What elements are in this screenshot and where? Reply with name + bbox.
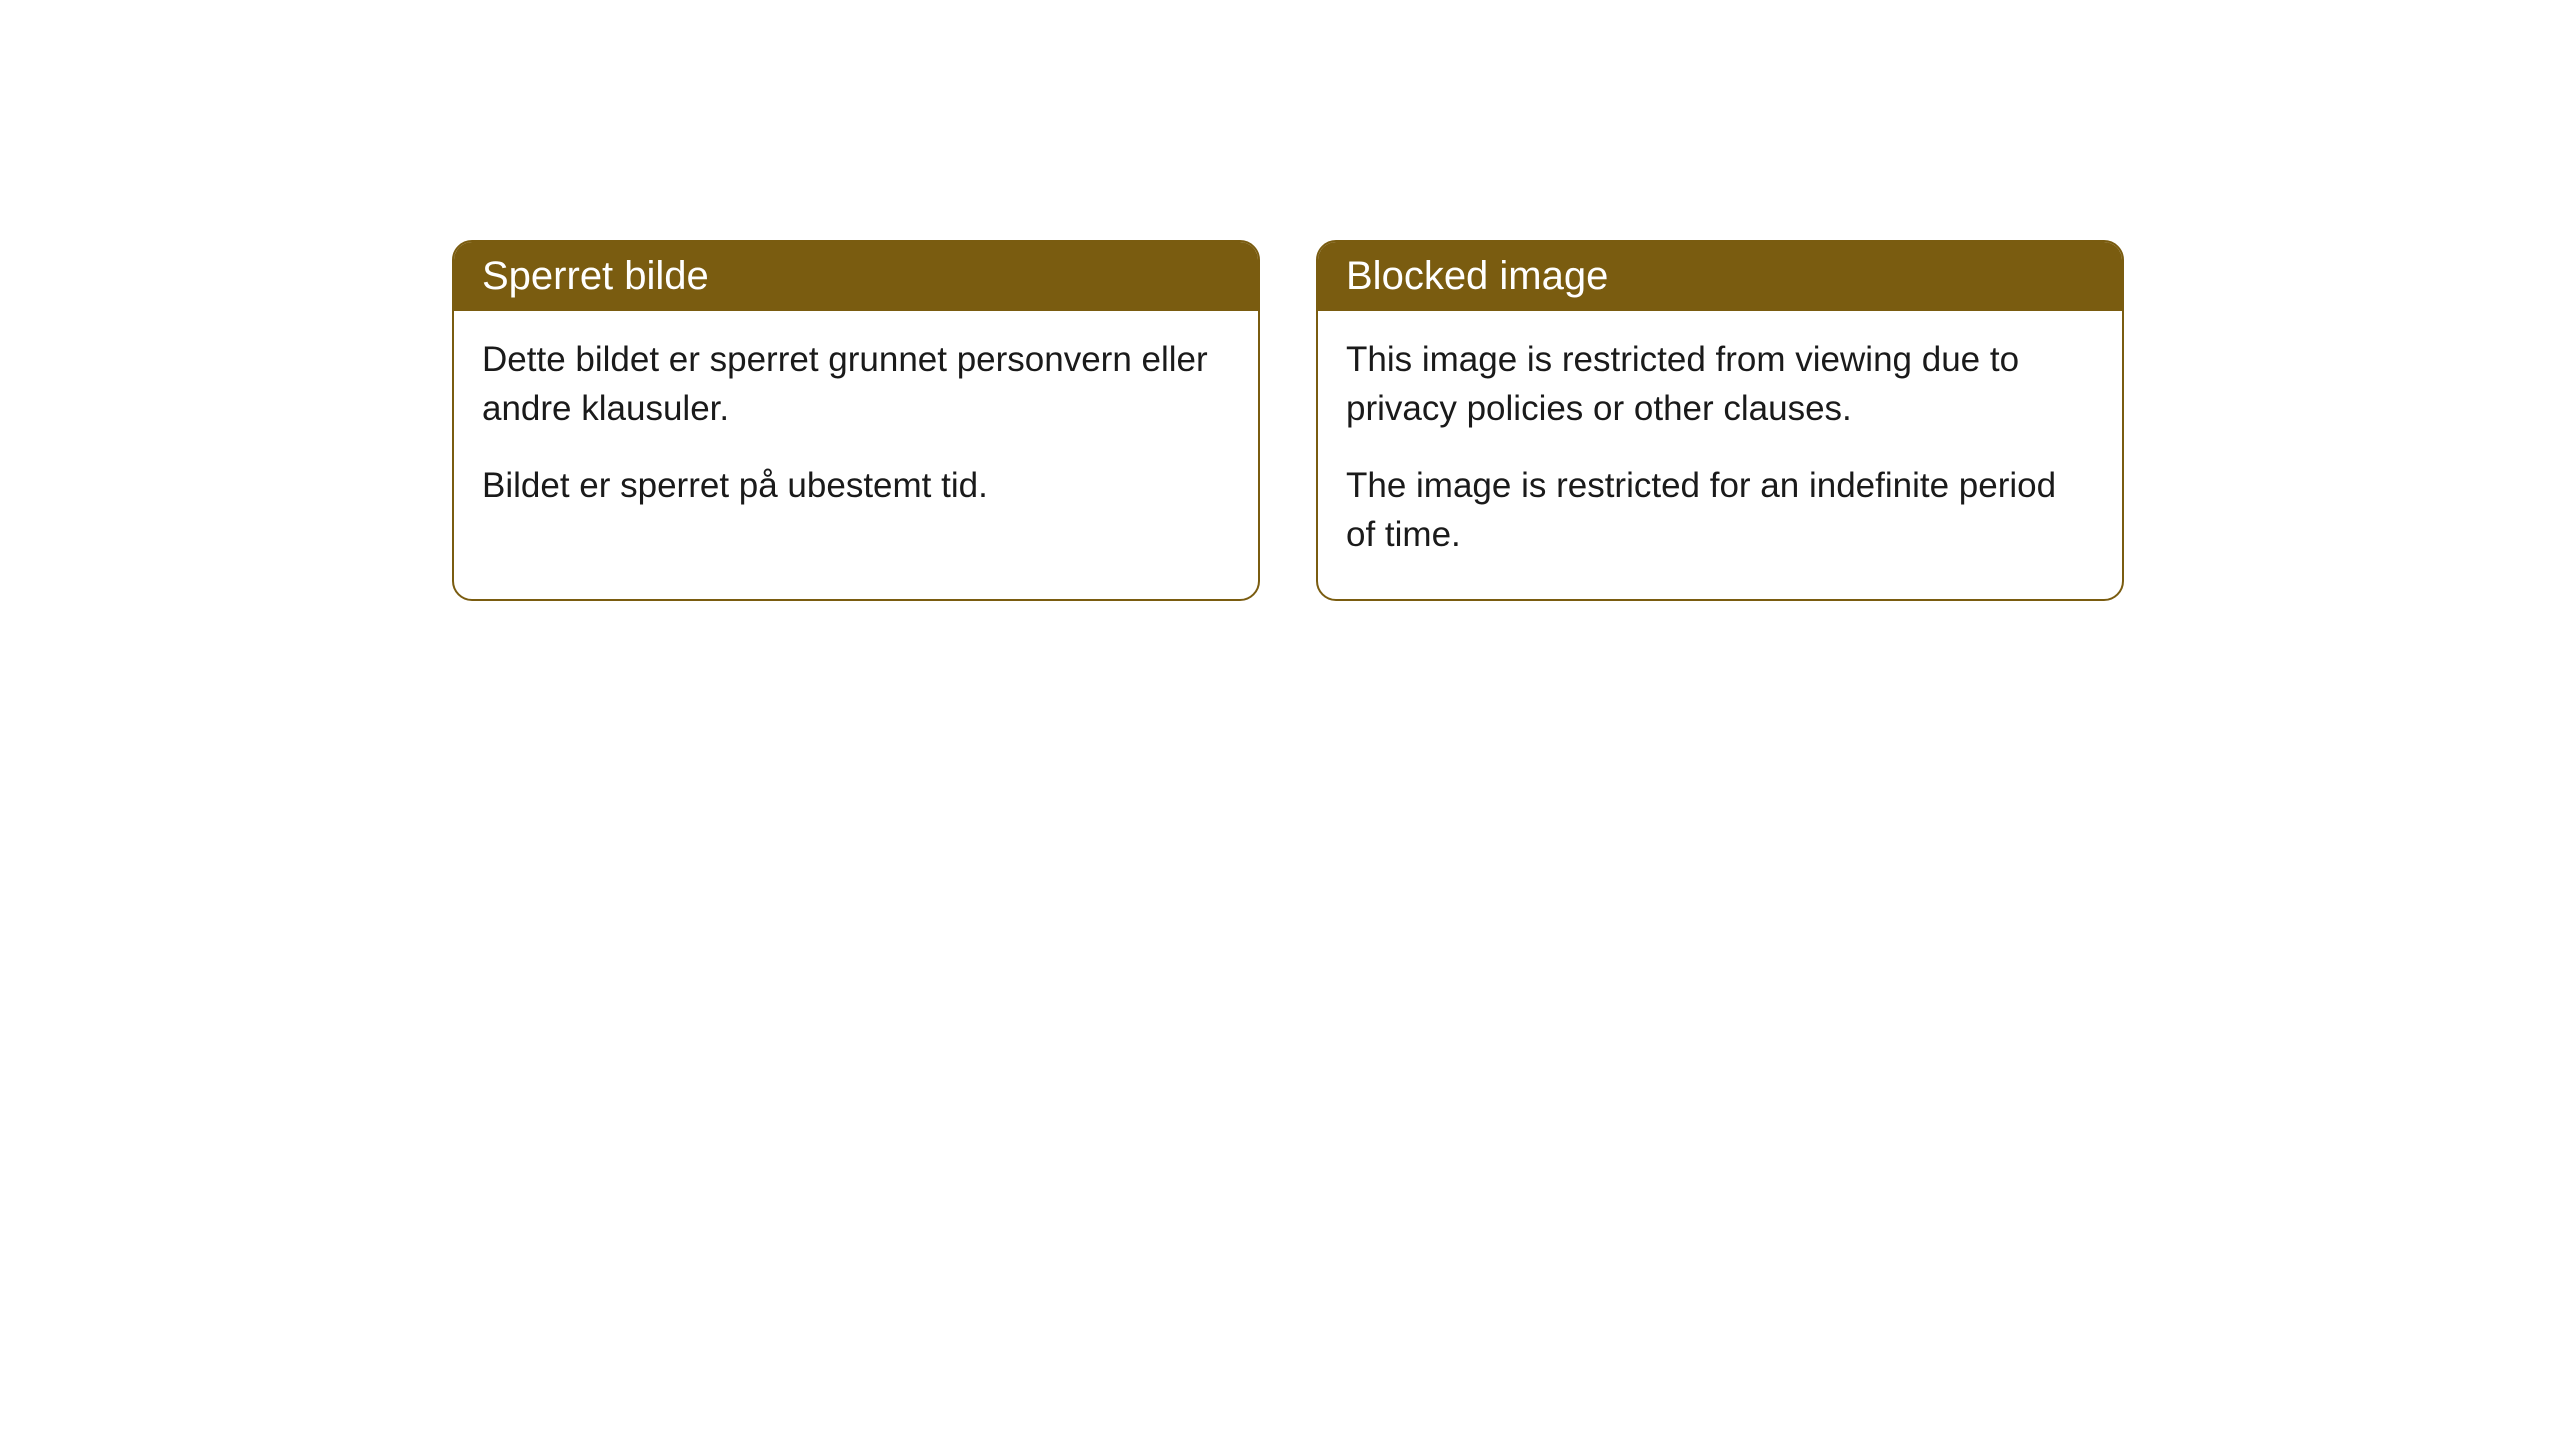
blocked-image-card-norwegian: Sperret bilde Dette bildet er sperret gr…: [452, 240, 1260, 601]
card-paragraph-1: Dette bildet er sperret grunnet personve…: [482, 335, 1230, 433]
card-header: Sperret bilde: [454, 242, 1258, 311]
card-title: Sperret bilde: [482, 254, 709, 298]
card-paragraph-2: Bildet er sperret på ubestemt tid.: [482, 461, 1230, 510]
card-header: Blocked image: [1318, 242, 2122, 311]
card-body: Dette bildet er sperret grunnet personve…: [454, 311, 1258, 550]
blocked-image-card-english: Blocked image This image is restricted f…: [1316, 240, 2124, 601]
card-paragraph-2: The image is restricted for an indefinit…: [1346, 461, 2094, 559]
cards-container: Sperret bilde Dette bildet er sperret gr…: [0, 0, 2560, 601]
card-title: Blocked image: [1346, 254, 1608, 298]
card-paragraph-1: This image is restricted from viewing du…: [1346, 335, 2094, 433]
card-body: This image is restricted from viewing du…: [1318, 311, 2122, 599]
